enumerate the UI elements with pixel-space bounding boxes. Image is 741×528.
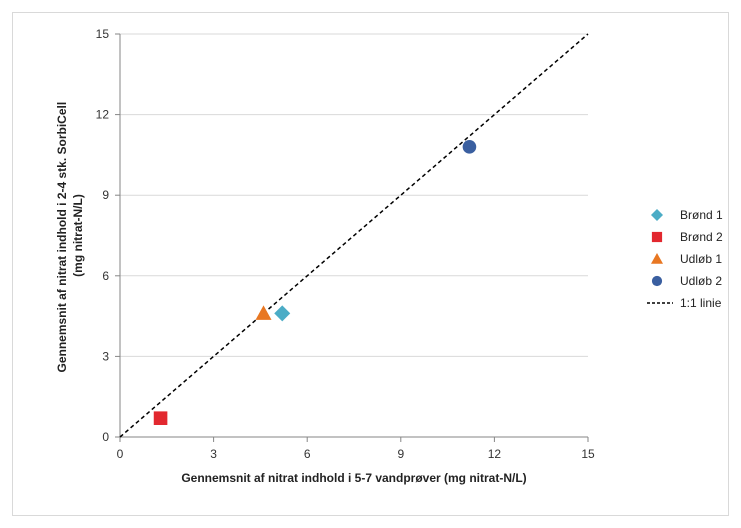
reference-line-layer [119, 33, 589, 438]
chart-frame [12, 12, 729, 516]
reference-line-1-1 [119, 33, 589, 438]
x-tick-labels: 0 3 6 9 12 15 [117, 447, 595, 461]
x-tick-label: 0 [117, 447, 124, 461]
legend: Brønd 1 Brønd 2 Udløb 1 Udløb 2 1:1 linie [647, 208, 723, 310]
legend-marker [651, 275, 663, 287]
y-axis-title-line-1: Gennemsnit af nitrat indhold i 2-4 stk. … [55, 102, 69, 373]
data-point [153, 411, 168, 425]
y-tick-labels: 0 3 6 9 12 15 [96, 27, 110, 444]
gridlines [120, 33, 588, 357]
x-tick-label: 6 [304, 447, 311, 461]
legend-marker [651, 231, 663, 243]
legend-marker [651, 253, 663, 264]
legend-label: Udløb 2 [680, 274, 722, 288]
y-tick-label: 3 [102, 349, 109, 363]
legend-label: Udløb 1 [680, 252, 722, 266]
legend-marker [651, 209, 663, 221]
x-tick-label: 12 [488, 447, 502, 461]
y-axis-title-line-2: (mg nitrat-N/L) [71, 194, 85, 277]
y-tick-label: 6 [102, 269, 109, 283]
x-tick-label: 9 [397, 447, 404, 461]
data-point [255, 305, 272, 320]
legend-label: Brønd 2 [680, 230, 723, 244]
axes [115, 33, 589, 442]
data-point [462, 140, 477, 154]
x-tick-label: 15 [581, 447, 595, 461]
data-points [153, 140, 477, 425]
y-tick-label: 9 [102, 188, 109, 202]
y-tick-label: 12 [96, 108, 110, 122]
x-axis-title: Gennemsnit af nitrat indhold i 5-7 vandp… [181, 471, 526, 485]
data-point [274, 305, 291, 322]
y-axis-title: Gennemsnit af nitrat indhold i 2-4 stk. … [55, 98, 85, 372]
y-tick-label: 0 [102, 430, 109, 444]
legend-label: 1:1 linie [680, 296, 722, 310]
y-tick-label: 15 [96, 27, 110, 41]
legend-label: Brønd 1 [680, 208, 723, 222]
x-tick-label: 3 [210, 447, 217, 461]
